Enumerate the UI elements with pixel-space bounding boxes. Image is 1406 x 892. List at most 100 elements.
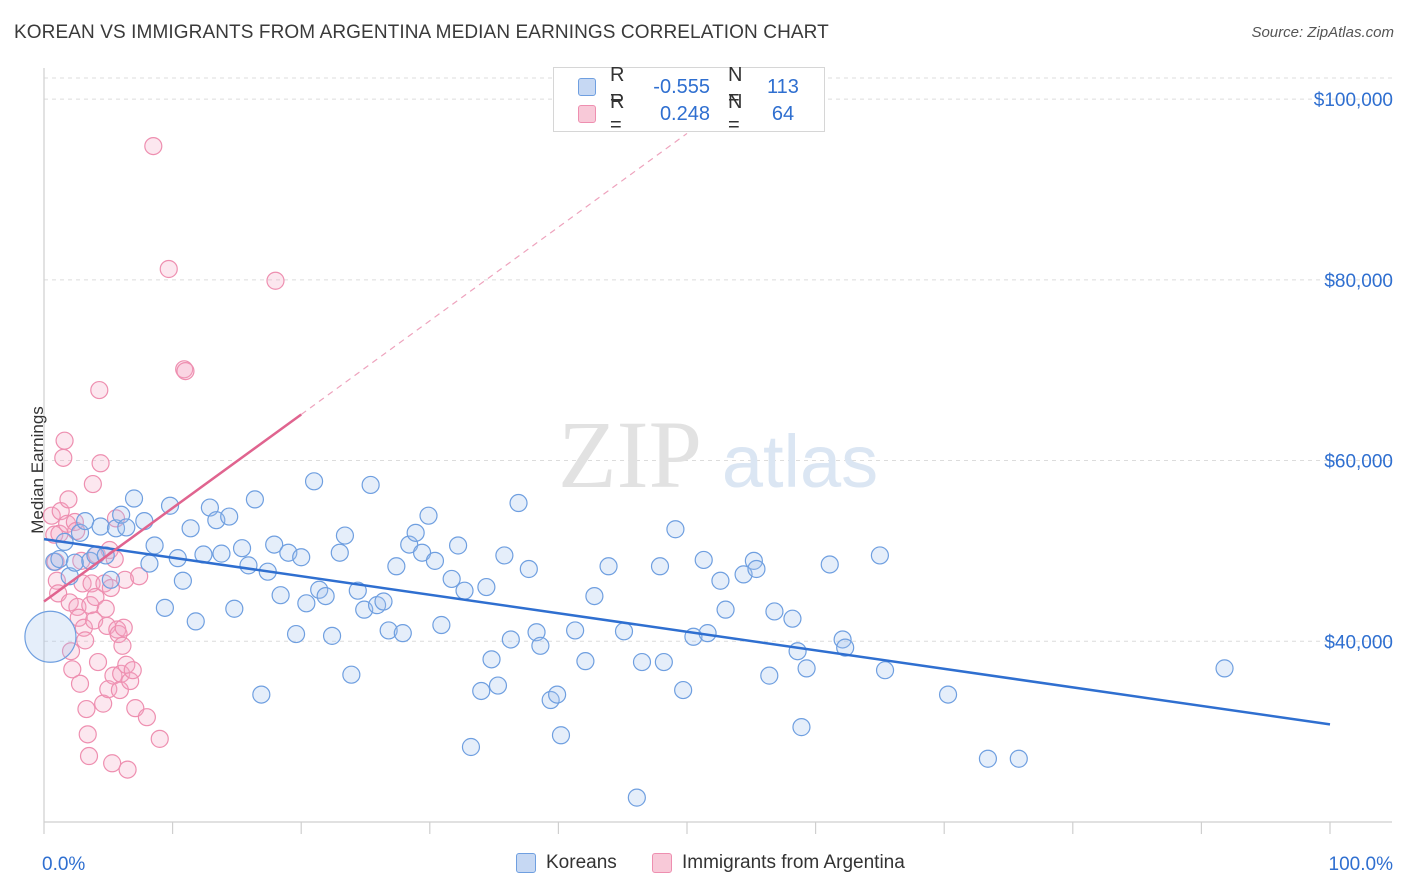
data-point-korean xyxy=(387,557,406,576)
legend-r-label: R = xyxy=(610,64,625,109)
data-point-korean xyxy=(316,586,335,606)
data-point-korean xyxy=(50,549,69,569)
data-point-korean xyxy=(820,555,839,574)
data-point-korean xyxy=(91,517,110,536)
legend-r-label: R = xyxy=(610,91,625,136)
trend-line-argentina-extension xyxy=(300,132,688,415)
data-point-argentina xyxy=(78,725,97,744)
watermark-zip: ZIP xyxy=(558,401,702,508)
data-point-korean xyxy=(348,581,367,600)
data-point-korean xyxy=(711,571,730,590)
x-tick-label: 100.0% xyxy=(1329,854,1394,875)
data-point-korean xyxy=(694,550,713,570)
data-point-korean xyxy=(548,685,567,704)
data-point-korean xyxy=(400,535,419,554)
data-point-korean xyxy=(265,535,284,554)
data-point-argentina xyxy=(115,570,135,589)
data-point-argentina xyxy=(42,506,61,525)
data-point-korean xyxy=(419,506,438,525)
data-point-argentina xyxy=(86,587,105,607)
data-point-korean xyxy=(509,493,528,513)
data-point-korean xyxy=(482,650,501,669)
data-point-korean xyxy=(650,557,670,576)
trend-line-koreans xyxy=(43,537,1331,726)
y-tick-label: $60,000 xyxy=(1324,452,1393,473)
data-point-korean xyxy=(155,598,174,617)
data-point-argentina xyxy=(144,136,163,156)
data-point-korean xyxy=(232,539,252,558)
legend-r-value: -0.555 xyxy=(653,75,710,98)
data-point-korean xyxy=(160,496,180,515)
chart-title: KOREAN VS IMMIGRANTS FROM ARGENTINA MEDI… xyxy=(14,22,829,43)
series-koreans xyxy=(24,472,1234,807)
data-point-korean xyxy=(181,519,200,538)
x-tick-labels: 0.0% 100.0% xyxy=(42,854,1393,875)
legend-row-koreans: R = -0.555 N = 113 xyxy=(578,64,808,109)
data-point-korean xyxy=(412,543,432,562)
legend-swatch-argentina xyxy=(652,853,672,873)
data-point-argentina xyxy=(70,674,90,693)
legend-swatch-koreans xyxy=(516,853,536,873)
data-point-korean xyxy=(632,652,652,672)
data-point-argentina xyxy=(59,490,78,509)
data-point-argentina xyxy=(83,474,102,494)
data-point-argentina xyxy=(88,652,108,672)
correlation-legend: R = -0.555 N = 113 R = 0.248 N = 64 xyxy=(553,64,825,136)
data-point-argentina xyxy=(69,608,88,627)
data-point-korean xyxy=(627,788,646,807)
data-point-argentina xyxy=(82,574,101,593)
data-point-korean xyxy=(978,749,998,768)
data-point-korean xyxy=(938,685,958,704)
x-tick-label: 0.0% xyxy=(42,854,85,875)
data-point-korean xyxy=(245,490,265,509)
data-point-korean xyxy=(566,621,585,640)
watermark: ZIP atlas xyxy=(558,401,878,508)
data-point-korean xyxy=(1215,659,1234,678)
data-point-korean xyxy=(531,636,550,655)
data-point-korean xyxy=(551,726,571,745)
trend-line-argentina xyxy=(43,413,302,603)
data-point-argentina xyxy=(77,699,96,719)
data-point-argentina xyxy=(114,618,133,637)
data-point-korean xyxy=(836,638,855,657)
data-point-korean xyxy=(432,615,451,635)
data-point-korean xyxy=(252,685,271,704)
axes xyxy=(43,68,1392,834)
data-point-korean xyxy=(442,569,461,589)
data-point-argentina xyxy=(150,729,169,748)
data-point-korean xyxy=(45,552,64,571)
data-point-korean xyxy=(425,551,445,570)
data-point-korean xyxy=(225,599,244,618)
y-tick-labels: $40,000 $60,000 $80,000 $100,000 xyxy=(1314,90,1393,653)
trend-lines xyxy=(43,132,1331,726)
legend-swatch-koreans xyxy=(578,78,596,96)
data-point-korean xyxy=(140,554,159,573)
data-point-korean xyxy=(124,489,144,508)
data-point-korean xyxy=(519,559,538,579)
data-point-argentina xyxy=(96,599,115,618)
data-point-korean xyxy=(674,680,693,700)
legend-n-label: N = xyxy=(728,91,743,136)
data-point-korean xyxy=(666,520,685,539)
data-point-argentina xyxy=(94,694,113,713)
data-point-argentina xyxy=(54,448,73,467)
data-point-korean xyxy=(654,652,673,672)
data-point-korean xyxy=(186,612,205,631)
data-point-argentina xyxy=(79,746,99,766)
legend-item-koreans[interactable]: Koreans xyxy=(516,852,617,874)
data-point-korean xyxy=(870,546,890,565)
series-immigrants-argentina xyxy=(42,136,285,779)
data-point-korean xyxy=(760,666,779,685)
data-point-korean xyxy=(145,536,164,555)
y-axis-title: Median Earnings xyxy=(28,406,47,534)
data-point-argentina xyxy=(90,380,109,400)
data-point-korean xyxy=(765,602,784,621)
data-point-korean xyxy=(576,652,595,671)
data-point-argentina xyxy=(63,660,82,679)
legend-item-argentina[interactable]: Immigrants from Argentina xyxy=(652,852,905,874)
legend-n-label: N = xyxy=(728,64,743,109)
data-point-korean xyxy=(330,543,349,562)
data-point-korean xyxy=(65,553,84,572)
data-point-korean xyxy=(614,622,634,641)
